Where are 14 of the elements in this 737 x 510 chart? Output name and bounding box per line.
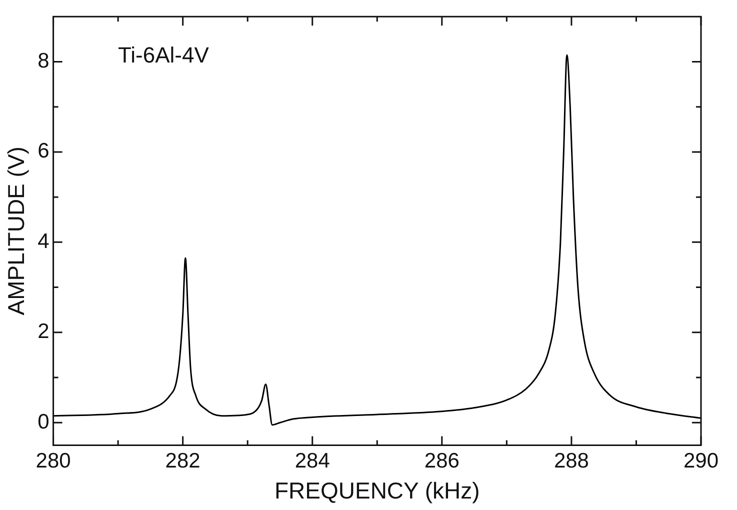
y-tick-label: 0 bbox=[38, 410, 50, 434]
x-axis-title: FREQUENCY (kHz) bbox=[274, 478, 480, 504]
y-axis-title: AMPLITUDE (V) bbox=[3, 146, 30, 316]
x-tick-label: 280 bbox=[36, 450, 71, 473]
y-tick-label: 4 bbox=[38, 230, 50, 253]
x-tick-label: 290 bbox=[683, 450, 719, 473]
annotation: Ti-6Al-4V bbox=[118, 42, 210, 68]
x-tick-label: 284 bbox=[294, 450, 330, 473]
y-tick-label: 8 bbox=[38, 50, 50, 73]
x-tick-label: 286 bbox=[424, 450, 460, 473]
y-tick-label: 6 bbox=[38, 140, 50, 163]
x-tick-label: 288 bbox=[554, 450, 589, 473]
x-tick-label: 282 bbox=[165, 450, 200, 473]
y-tick-label: 2 bbox=[38, 320, 50, 344]
